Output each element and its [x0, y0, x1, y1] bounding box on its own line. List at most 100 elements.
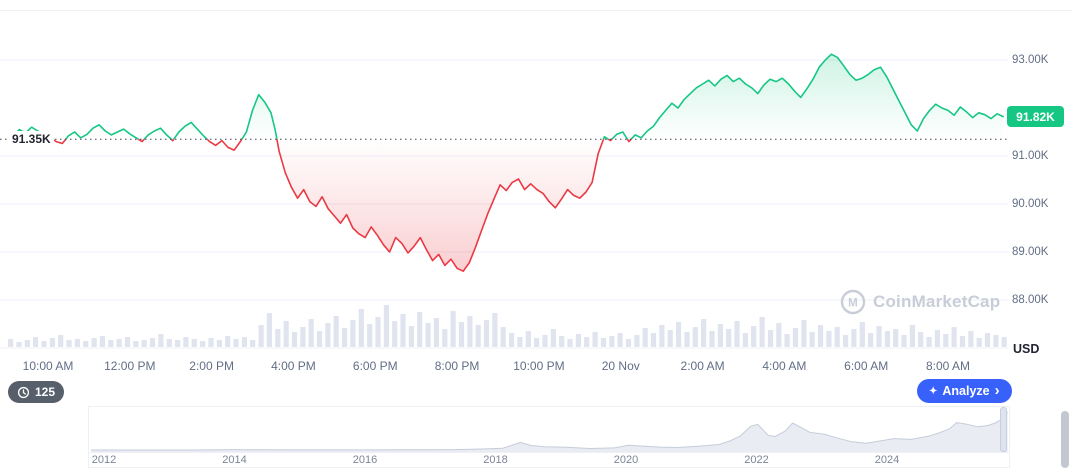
navigator-year-label: 2018	[483, 454, 508, 466]
x-axis-label: 10:00 PM	[513, 359, 565, 373]
volume-bar	[784, 334, 790, 347]
navigator-year-label: 2020	[613, 454, 639, 466]
navigator-year-label: 2024	[874, 454, 900, 466]
volume-bar	[726, 329, 732, 347]
history-line	[91, 411, 1008, 451]
volume-bar	[976, 338, 982, 347]
x-axis-label: 4:00 AM	[762, 359, 807, 373]
current-price-badge: 91.82K	[1007, 106, 1064, 127]
volume-bar	[442, 329, 448, 347]
volume-bar	[759, 317, 765, 347]
price-chart[interactable]	[0, 0, 1072, 356]
volume-bar	[751, 326, 757, 347]
volume-bar	[191, 339, 197, 347]
volume-bar	[467, 316, 473, 347]
x-axis-label: 8:00 PM	[434, 359, 480, 373]
y-axis-label: 91.00K	[1012, 150, 1049, 162]
volume-bar	[83, 341, 89, 347]
volume-bar	[534, 338, 540, 347]
volume-bar	[934, 330, 940, 347]
svg-text:M: M	[848, 298, 858, 310]
volume-bar	[993, 335, 999, 347]
volume-bar	[492, 313, 498, 347]
price-line-down	[50, 139, 633, 273]
analyze-button[interactable]: ✦ Analyze ›	[917, 379, 1012, 403]
volume-bar	[325, 323, 331, 347]
volume-bar	[333, 316, 339, 347]
volume-bar	[108, 340, 114, 347]
volume-bar	[876, 326, 882, 347]
volume-bar	[717, 324, 723, 347]
clock-icon	[17, 386, 30, 398]
volume-bar	[517, 337, 523, 347]
volume-bar	[625, 339, 632, 347]
volume-bar	[634, 335, 640, 347]
volume-bar	[500, 327, 506, 347]
volume-bar	[826, 331, 832, 347]
y-axis-label: 89.00K	[1012, 246, 1049, 258]
volume-bar	[951, 327, 957, 347]
volume-bar	[291, 332, 298, 347]
volume-bar	[225, 336, 231, 347]
volume-bar	[425, 323, 431, 347]
volume-bar	[584, 337, 590, 347]
x-axis-label: 4:00 PM	[271, 359, 316, 373]
volume-bar	[776, 323, 782, 347]
volume-bar	[692, 327, 698, 347]
history-minichart[interactable]	[89, 407, 1009, 453]
sparkle-icon: ✦	[929, 385, 938, 397]
x-axis-label: 6:00 PM	[352, 359, 398, 373]
volume-bar	[49, 338, 55, 347]
volume-bar	[684, 332, 690, 347]
volume-bar	[525, 331, 531, 347]
navigator-year-label: 2016	[352, 454, 378, 466]
volume-bar	[817, 325, 824, 347]
countdown-badge[interactable]: 125	[8, 381, 65, 403]
x-axis-label: 12:00 PM	[104, 359, 156, 373]
timeline-navigator[interactable]: 2012 2014 2016 2018 2020 2022 2024	[88, 406, 1010, 468]
countdown-value: 125	[35, 385, 56, 399]
volume-bar	[308, 319, 314, 347]
volume-bar	[667, 330, 673, 347]
volume-bar	[968, 331, 974, 347]
volume-bar	[316, 331, 323, 347]
scrollbar-thumb[interactable]	[1061, 411, 1069, 468]
volume-bar	[433, 318, 439, 347]
volume-bar	[149, 338, 156, 347]
volume-bar	[458, 322, 465, 347]
volume-bar	[559, 336, 565, 347]
currency-label: USD	[1013, 342, 1040, 356]
volume-bar	[801, 320, 807, 347]
navigator-year-label: 2012	[91, 454, 117, 466]
volume-bar	[258, 325, 264, 347]
volume-bar	[650, 333, 657, 347]
volume-bar	[400, 314, 406, 347]
volume-bar	[642, 328, 648, 347]
volume-bar	[859, 322, 865, 347]
volume-bar	[742, 333, 748, 347]
volume-bar	[275, 329, 281, 347]
volume-bar	[133, 341, 139, 347]
volume-bar	[609, 336, 615, 347]
volume-bar	[392, 321, 398, 347]
volume-bar	[367, 324, 373, 347]
volume-bar	[175, 340, 181, 347]
volume-bar	[408, 326, 414, 347]
volume-bar	[809, 332, 815, 347]
volume-bar	[208, 338, 214, 347]
volume-bar	[884, 331, 890, 347]
navigator-range-handle[interactable]	[1000, 407, 1007, 452]
x-axis-label: 10:00 AM	[22, 359, 74, 373]
volume-bar	[158, 334, 164, 347]
volume-bar	[483, 320, 490, 347]
volume-bar	[909, 325, 915, 347]
volume-bar	[358, 309, 364, 347]
volume-bar	[8, 339, 14, 347]
volume-bar	[792, 328, 799, 347]
navigator-year-label: 2022	[744, 454, 769, 466]
volume-bar	[767, 330, 774, 347]
x-axis-label: 8:00 AM	[926, 359, 971, 373]
volume-bar	[959, 336, 966, 347]
volume-bar	[709, 331, 715, 347]
volume-bar	[16, 342, 22, 347]
